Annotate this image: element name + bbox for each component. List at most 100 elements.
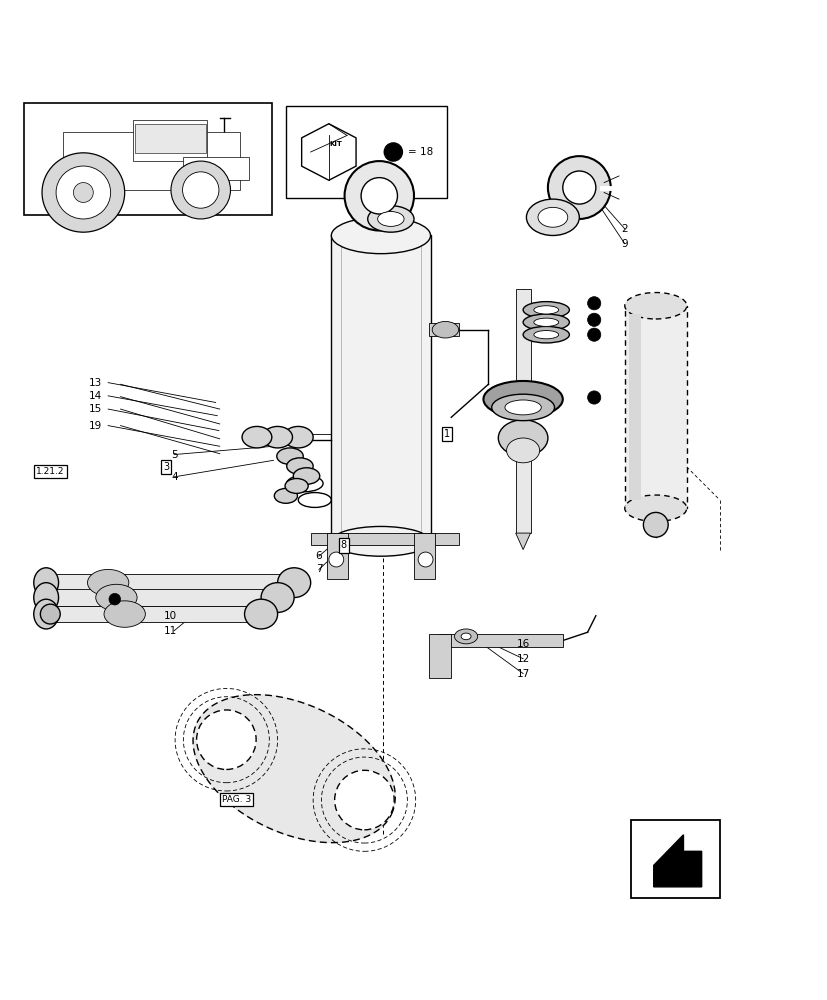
Polygon shape — [46, 606, 261, 622]
Text: = 18: = 18 — [408, 147, 433, 157]
Polygon shape — [63, 132, 240, 190]
Text: 14: 14 — [89, 391, 103, 401]
Polygon shape — [331, 235, 430, 541]
Ellipse shape — [587, 391, 600, 404]
Ellipse shape — [506, 438, 539, 463]
Ellipse shape — [88, 569, 129, 596]
Polygon shape — [193, 695, 394, 843]
Text: 1.21.2: 1.21.2 — [36, 467, 65, 476]
Ellipse shape — [454, 629, 477, 644]
Ellipse shape — [96, 584, 137, 611]
Ellipse shape — [377, 212, 404, 226]
Text: 7: 7 — [315, 564, 322, 574]
Text: 17: 17 — [516, 669, 529, 679]
Ellipse shape — [261, 583, 294, 612]
Ellipse shape — [624, 293, 686, 319]
Ellipse shape — [344, 161, 414, 231]
Ellipse shape — [42, 153, 125, 232]
FancyBboxPatch shape — [515, 289, 530, 533]
Ellipse shape — [293, 468, 319, 484]
Ellipse shape — [533, 331, 558, 339]
Ellipse shape — [277, 568, 310, 598]
Ellipse shape — [262, 426, 292, 448]
Ellipse shape — [523, 302, 569, 318]
Text: 19: 19 — [89, 421, 103, 431]
Ellipse shape — [483, 381, 562, 417]
Ellipse shape — [587, 328, 600, 341]
Ellipse shape — [432, 321, 458, 338]
Ellipse shape — [56, 166, 111, 219]
Ellipse shape — [562, 171, 595, 204]
Ellipse shape — [361, 178, 397, 214]
Text: 3: 3 — [163, 462, 169, 472]
Ellipse shape — [196, 710, 256, 769]
Text: PAG. 3: PAG. 3 — [222, 795, 251, 804]
Ellipse shape — [533, 318, 558, 326]
Text: 4: 4 — [170, 472, 177, 482]
Polygon shape — [133, 120, 207, 161]
Text: 11: 11 — [163, 626, 176, 636]
Ellipse shape — [34, 599, 59, 629]
Polygon shape — [327, 533, 347, 579]
Ellipse shape — [74, 183, 93, 202]
Text: KIT: KIT — [328, 141, 342, 147]
Ellipse shape — [34, 568, 59, 598]
Ellipse shape — [418, 552, 433, 567]
Ellipse shape — [41, 604, 60, 624]
Ellipse shape — [523, 314, 569, 331]
Polygon shape — [515, 533, 530, 550]
Ellipse shape — [182, 172, 218, 208]
Ellipse shape — [533, 306, 558, 314]
Text: 13: 13 — [89, 378, 103, 388]
Ellipse shape — [244, 599, 277, 629]
Ellipse shape — [34, 583, 59, 612]
Ellipse shape — [523, 326, 569, 343]
Polygon shape — [438, 634, 562, 647]
Ellipse shape — [461, 633, 471, 640]
Polygon shape — [46, 589, 277, 606]
Ellipse shape — [241, 426, 271, 448]
Text: 8: 8 — [340, 540, 347, 550]
Ellipse shape — [491, 394, 554, 421]
Text: 9: 9 — [621, 239, 628, 249]
Ellipse shape — [538, 207, 567, 227]
Ellipse shape — [286, 458, 313, 474]
Ellipse shape — [334, 770, 394, 830]
Text: 10: 10 — [164, 611, 176, 621]
Ellipse shape — [498, 420, 547, 456]
Text: 2: 2 — [621, 224, 628, 234]
Text: 15: 15 — [89, 404, 103, 414]
Ellipse shape — [331, 526, 430, 556]
Text: 1: 1 — [443, 429, 450, 439]
Ellipse shape — [526, 199, 579, 235]
Polygon shape — [136, 124, 205, 153]
Ellipse shape — [384, 143, 402, 161]
Text: 5: 5 — [170, 450, 177, 460]
Ellipse shape — [274, 488, 297, 503]
Polygon shape — [629, 314, 641, 500]
Ellipse shape — [109, 593, 121, 605]
Ellipse shape — [504, 400, 541, 415]
Text: 6: 6 — [315, 551, 322, 561]
Ellipse shape — [276, 448, 303, 464]
Ellipse shape — [104, 601, 146, 627]
FancyBboxPatch shape — [630, 820, 719, 898]
Ellipse shape — [170, 161, 230, 219]
Ellipse shape — [284, 479, 308, 493]
Ellipse shape — [547, 156, 610, 219]
Ellipse shape — [587, 297, 600, 310]
Text: 16: 16 — [516, 639, 529, 649]
Ellipse shape — [331, 217, 430, 254]
FancyBboxPatch shape — [624, 306, 686, 508]
Polygon shape — [182, 157, 248, 180]
FancyBboxPatch shape — [285, 106, 447, 198]
Polygon shape — [653, 835, 700, 887]
Ellipse shape — [587, 313, 600, 326]
Polygon shape — [310, 533, 459, 545]
Polygon shape — [428, 323, 459, 336]
Polygon shape — [428, 634, 451, 678]
Ellipse shape — [367, 206, 414, 232]
Text: 12: 12 — [516, 654, 529, 664]
Polygon shape — [414, 533, 434, 579]
Polygon shape — [46, 574, 294, 591]
